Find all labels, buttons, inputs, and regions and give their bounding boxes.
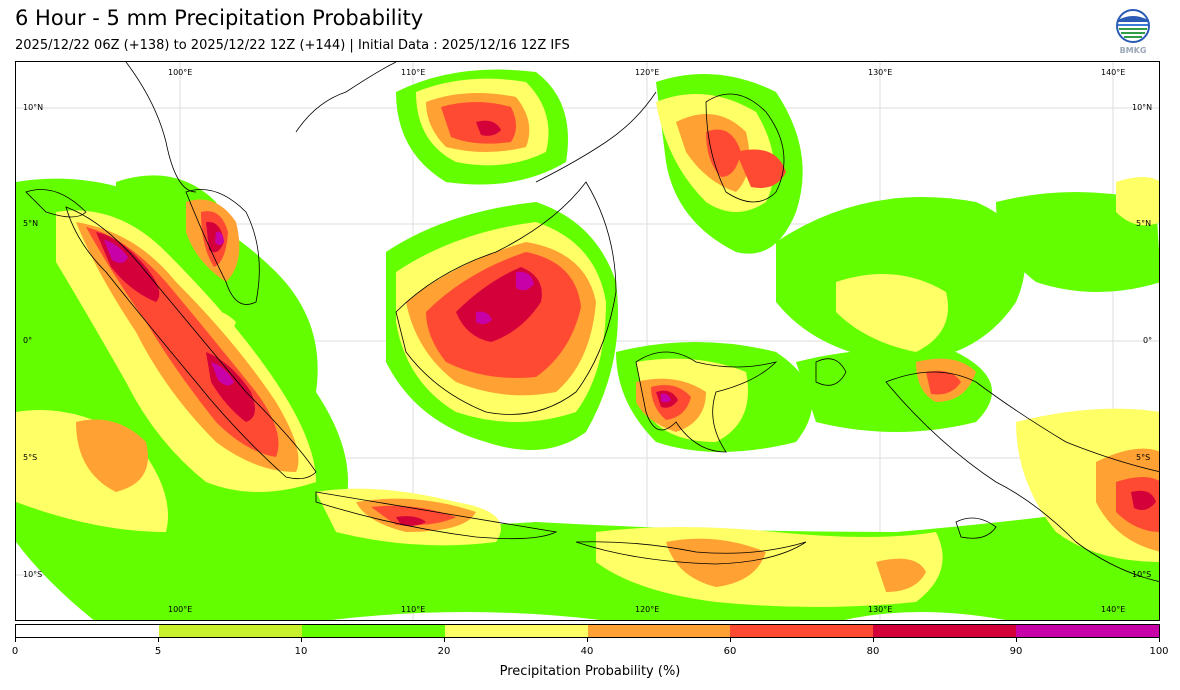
lat-label-right: 10°S <box>1132 570 1152 579</box>
lat-label-right: 5°S <box>1136 453 1151 462</box>
lat-label-left: 10°S <box>23 570 43 579</box>
colorbar-segment <box>1016 625 1159 637</box>
colorbar-tickmark <box>444 638 445 642</box>
lat-label-right: 0° <box>1143 336 1153 345</box>
colorbar-segment <box>16 625 159 637</box>
colorbar-segment <box>730 625 874 637</box>
logo-text: BMKG <box>1120 46 1147 55</box>
colorbar-tickmark <box>15 638 16 642</box>
lon-label-top: 100°E <box>168 68 193 77</box>
coastlines <box>25 62 1159 582</box>
bmkg-logo: BMKG <box>1112 8 1154 56</box>
lon-label-bottom: 110°E <box>401 605 426 614</box>
colorbar-tickmark <box>1159 638 1160 642</box>
lon-label-top: 120°E <box>635 68 660 77</box>
colorbar-tick-label: 20 <box>437 646 451 657</box>
lat-label-left: 5°N <box>23 219 39 228</box>
colorbar-tickmark <box>158 638 159 642</box>
probability-colorbar <box>15 624 1160 638</box>
lat-label-left: 0° <box>23 336 33 345</box>
colorbar-tick-label: 90 <box>1009 646 1023 657</box>
lon-label-bottom: 140°E <box>1101 605 1126 614</box>
lon-label-bottom: 120°E <box>635 605 660 614</box>
lon-label-top: 110°E <box>401 68 426 77</box>
colorbar-segment <box>444 625 588 637</box>
lon-label-top: 140°E <box>1101 68 1126 77</box>
colorbar-segment <box>587 625 731 637</box>
prob-90-100-areas <box>104 231 671 403</box>
lat-label-left: 5°S <box>23 453 38 462</box>
lon-label-top: 130°E <box>868 68 893 77</box>
colorbar-tickmark <box>1016 638 1017 642</box>
colorbar-tick-label: 40 <box>580 646 594 657</box>
colorbar-tick-label: 10 <box>294 646 308 657</box>
lat-label-right: 10°N <box>1132 103 1153 112</box>
lat-label-right: 5°N <box>1136 219 1152 228</box>
colorbar-tick-label: 0 <box>11 646 19 657</box>
colorbar-tickmark <box>301 638 302 642</box>
colorbar-segment <box>301 625 445 637</box>
map-canvas <box>16 62 1159 620</box>
colorbar-tick-label: 5 <box>154 646 162 657</box>
colorbar-segment <box>873 625 1017 637</box>
colorbar-tick-label: 100 <box>1149 646 1169 657</box>
precipitation-map: 100°E 110°E 120°E 130°E 140°E 100°E 110°… <box>15 61 1160 621</box>
lat-label-left: 10°N <box>23 103 44 112</box>
map-subtitle: 2025/12/22 06Z (+138) to 2025/12/22 12Z … <box>15 38 570 53</box>
colorbar-tick-label: 60 <box>723 646 737 657</box>
lon-label-bottom: 130°E <box>868 605 893 614</box>
colorbar-tickmark <box>873 638 874 642</box>
lon-label-bottom: 100°E <box>168 605 193 614</box>
colorbar-segment <box>158 625 302 637</box>
colorbar-tickmark <box>587 638 588 642</box>
colorbar-label: Precipitation Probability (%) <box>499 664 681 679</box>
map-title: 6 Hour - 5 mm Precipitation Probability <box>15 6 424 30</box>
colorbar-tick-label: 80 <box>866 646 880 657</box>
colorbar-tickmark <box>730 638 731 642</box>
